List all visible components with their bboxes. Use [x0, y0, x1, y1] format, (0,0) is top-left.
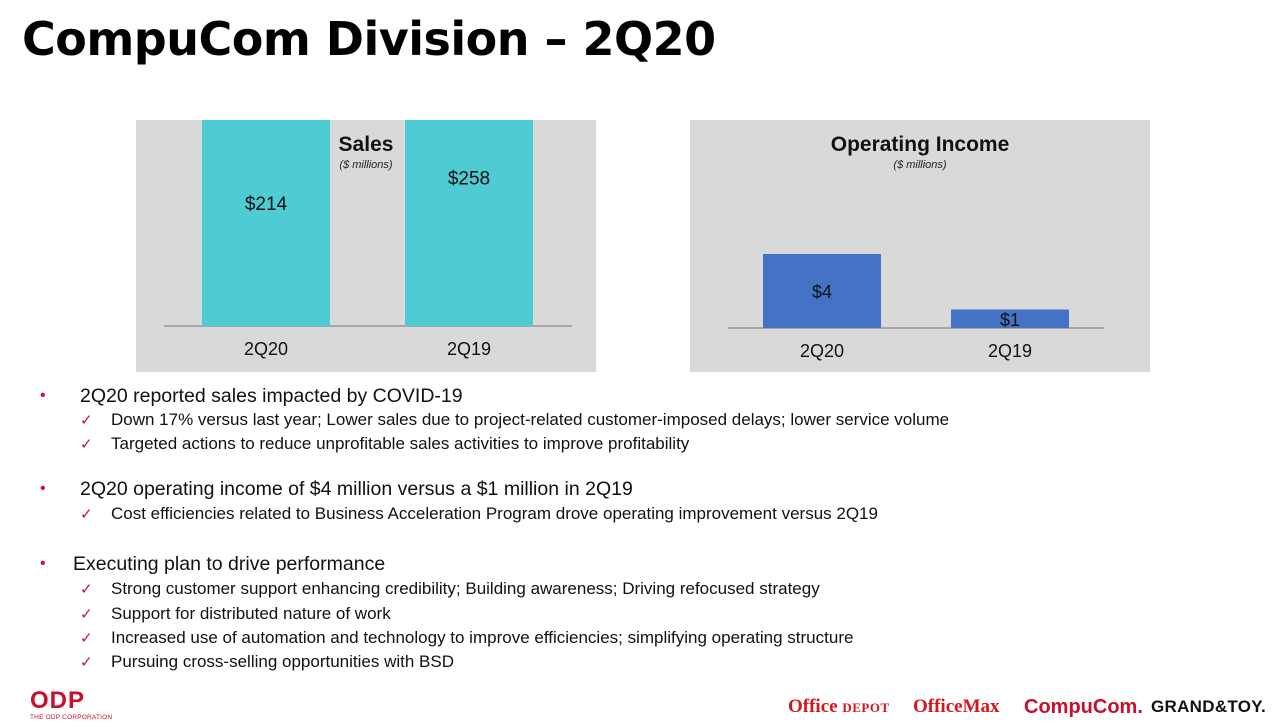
data-label: $1: [1000, 310, 1020, 330]
bullet-text: 2Q20 reported sales impacted by COVID-19: [80, 385, 463, 407]
data-label: $4: [812, 282, 832, 302]
sub-text: Targeted actions to reduce unprofitable …: [111, 434, 690, 453]
tick-label: 2Q20: [800, 341, 844, 361]
office-depot-logo: Office DEPOT: [788, 694, 890, 721]
sub-text: Cost efficiencies related to Business Ac…: [111, 504, 878, 523]
odp-logo: ODP THE ODP CORPORATION: [30, 687, 113, 722]
bar: [405, 120, 533, 327]
sales-chart: Sales ($ millions) $214 2Q20 $258 2Q19: [136, 120, 596, 372]
bullet-text: Executing plan to drive performance: [73, 553, 386, 575]
chart-title: Sales: [338, 133, 394, 156]
page-title: CompuCom Division – 2Q20: [22, 12, 716, 66]
chart-subtitle: ($ millions): [339, 159, 393, 171]
odp-logo-mark: ODP: [30, 687, 86, 714]
data-label: $214: [245, 194, 288, 215]
operating-income-chart-plot: $4 2Q20 $1 2Q19: [728, 254, 1104, 361]
check-icon: ✓: [80, 629, 93, 647]
sales-chart-plot: $214 2Q20 $258 2Q19: [164, 120, 572, 359]
office-depot-logo-a: Office: [788, 696, 843, 717]
sub-text: Increased use of automation and technolo…: [111, 628, 854, 647]
sub-text: Strong customer support enhancing credib…: [111, 579, 820, 598]
officemax-logo: OfficeMax: [913, 696, 1000, 717]
compucom-logo: CompuCom.: [1024, 696, 1143, 718]
bullet-text: 2Q20 operating income of $4 million vers…: [80, 478, 633, 500]
check-icon: ✓: [80, 435, 93, 453]
bullet-icon: •: [40, 555, 46, 572]
chart-title: Operating Income: [830, 133, 1010, 156]
tick-label: 2Q19: [988, 341, 1032, 361]
bar: [202, 120, 330, 327]
odp-logo-tagline: THE ODP CORPORATION: [30, 714, 113, 721]
bullet-icon: •: [40, 387, 46, 404]
check-icon: ✓: [80, 580, 93, 598]
bullet-icon: •: [40, 480, 46, 497]
check-icon: ✓: [80, 505, 93, 523]
data-label: $258: [448, 169, 490, 190]
office-depot-logo-b: DEPOT: [842, 700, 890, 715]
tick-label: 2Q20: [244, 339, 288, 359]
bar: [763, 254, 881, 328]
operating-income-chart: Operating Income ($ millions) $4 2Q20 $1 2Q…: [690, 120, 1150, 372]
bar: [951, 309, 1069, 328]
check-icon: ✓: [80, 653, 93, 671]
grand-and-toy-logo: GRAND&TOY.: [1151, 697, 1267, 716]
sub-text: Support for distributed nature of work: [111, 604, 391, 623]
check-icon: ✓: [80, 411, 93, 429]
sub-text: Down 17% versus last year; Lower sales d…: [111, 410, 950, 429]
tick-label: 2Q19: [447, 339, 491, 359]
check-icon: ✓: [80, 605, 93, 623]
chart-subtitle: ($ millions): [893, 159, 947, 171]
sub-text: Pursuing cross-selling opportunities wit…: [111, 652, 454, 671]
